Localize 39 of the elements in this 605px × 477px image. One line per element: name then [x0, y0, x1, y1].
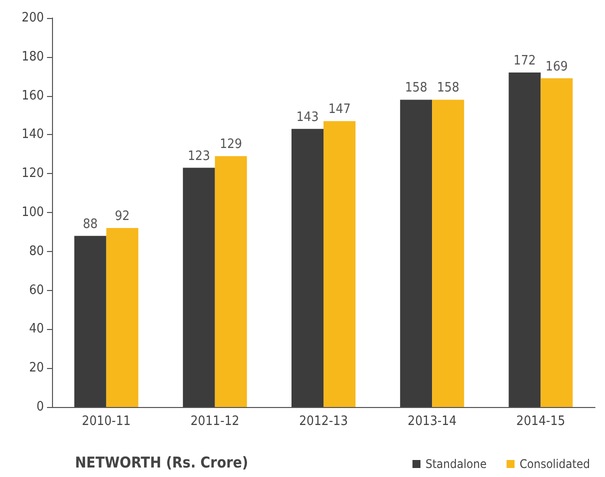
- data-label: 92: [114, 209, 130, 224]
- x-tick-label: 2010-11: [82, 414, 131, 429]
- legend-label: Consolidated: [520, 457, 590, 471]
- legend-label: Standalone: [425, 457, 487, 471]
- y-tick-label: 140: [22, 127, 44, 142]
- bar: [324, 121, 356, 407]
- bar: [432, 100, 464, 407]
- bar: [106, 228, 138, 407]
- data-label: 158: [404, 80, 428, 96]
- text: NETWORTH (Rs. Crore): [75, 454, 248, 472]
- y-tick-label: 200: [22, 10, 44, 26]
- x-tick-label: 2013-14: [408, 414, 457, 429]
- y-tick-label: 180: [22, 49, 44, 64]
- y-tick-label: 60: [29, 282, 44, 298]
- data-label: 169: [546, 59, 568, 74]
- x-tick-label: 2011-12: [190, 414, 240, 429]
- data-label: 143: [296, 110, 319, 125]
- bar: [540, 78, 573, 407]
- y-tick-label: 80: [29, 244, 44, 259]
- y-tick-label: 0: [36, 400, 44, 414]
- data-label: 172: [514, 53, 536, 68]
- data-label: 88: [82, 216, 98, 232]
- data-label: 147: [328, 102, 351, 118]
- y-tick-label: 40: [29, 322, 44, 337]
- bar: [400, 100, 432, 407]
- y-tick-label: 100: [22, 205, 44, 220]
- bar: [182, 168, 215, 407]
- y-tick-label: 20: [29, 360, 44, 376]
- bar: [292, 128, 324, 407]
- bar: [74, 236, 106, 407]
- data-label: 158: [436, 80, 460, 96]
- x-tick-label: 2012-13: [299, 414, 348, 429]
- y-tick-label: 160: [22, 88, 44, 104]
- data-label: 123: [188, 148, 210, 164]
- x-tick-label: 2014-15: [516, 414, 566, 429]
- y-tick-label: 120: [22, 166, 44, 182]
- data-label: 129: [220, 137, 242, 152]
- bar: [508, 72, 541, 407]
- bar: [214, 156, 247, 407]
